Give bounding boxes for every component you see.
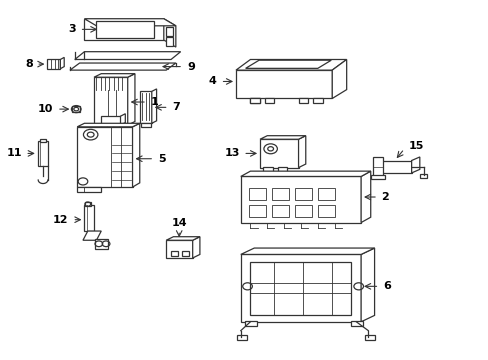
Polygon shape — [83, 231, 101, 240]
Polygon shape — [377, 161, 411, 173]
Polygon shape — [372, 157, 382, 176]
Bar — [364, 335, 374, 339]
Polygon shape — [127, 74, 135, 125]
Polygon shape — [240, 176, 360, 222]
Polygon shape — [140, 91, 151, 123]
Bar — [171, 251, 178, 256]
Text: 10: 10 — [38, 104, 53, 114]
Bar — [271, 188, 288, 200]
Bar — [72, 106, 80, 112]
Bar — [312, 98, 322, 103]
Polygon shape — [120, 114, 125, 125]
Polygon shape — [370, 175, 385, 179]
Polygon shape — [151, 89, 156, 123]
Polygon shape — [245, 60, 330, 68]
Bar — [277, 167, 287, 172]
Bar — [101, 125, 107, 130]
Bar — [295, 188, 311, 200]
Text: 3: 3 — [68, 24, 76, 34]
Polygon shape — [192, 237, 200, 258]
Polygon shape — [132, 123, 140, 187]
Polygon shape — [260, 139, 298, 168]
Text: 9: 9 — [186, 62, 194, 72]
Polygon shape — [94, 77, 127, 125]
Bar — [113, 125, 119, 130]
Bar — [298, 98, 307, 103]
Text: 8: 8 — [25, 59, 33, 69]
Polygon shape — [240, 255, 360, 322]
Bar — [40, 139, 46, 143]
Polygon shape — [77, 127, 132, 187]
Text: 11: 11 — [6, 148, 22, 158]
Polygon shape — [411, 157, 419, 173]
Bar — [166, 37, 173, 46]
Polygon shape — [331, 59, 346, 99]
Bar — [141, 123, 150, 127]
Polygon shape — [260, 136, 305, 139]
Text: 13: 13 — [224, 148, 239, 158]
Bar — [295, 205, 311, 217]
Text: 5: 5 — [158, 154, 165, 164]
Text: 1: 1 — [150, 97, 158, 107]
Polygon shape — [163, 19, 176, 47]
Polygon shape — [166, 240, 192, 258]
Bar — [264, 98, 274, 103]
Bar — [263, 167, 272, 172]
Bar — [182, 251, 189, 256]
Polygon shape — [236, 59, 346, 70]
Polygon shape — [77, 123, 140, 127]
Polygon shape — [166, 237, 200, 240]
Text: 4: 4 — [208, 76, 216, 86]
Bar — [318, 188, 334, 200]
Bar — [237, 335, 246, 339]
Polygon shape — [250, 261, 351, 315]
Polygon shape — [94, 74, 135, 77]
Polygon shape — [77, 187, 101, 192]
Polygon shape — [240, 248, 374, 255]
Polygon shape — [95, 239, 108, 249]
Polygon shape — [360, 171, 370, 222]
Polygon shape — [298, 136, 305, 168]
Bar — [166, 27, 173, 36]
Text: 12: 12 — [53, 215, 68, 225]
Text: 14: 14 — [171, 218, 186, 228]
Text: 7: 7 — [172, 102, 180, 112]
Text: 6: 6 — [382, 281, 390, 291]
Polygon shape — [84, 205, 94, 231]
Polygon shape — [236, 70, 331, 99]
Bar — [85, 202, 90, 206]
Polygon shape — [360, 248, 374, 322]
Polygon shape — [101, 116, 120, 125]
Polygon shape — [38, 141, 48, 166]
Polygon shape — [250, 98, 260, 103]
Bar — [248, 188, 265, 200]
Bar — [271, 205, 288, 217]
Text: 2: 2 — [381, 192, 388, 202]
Text: 15: 15 — [407, 141, 423, 151]
Polygon shape — [75, 52, 180, 59]
Bar — [244, 321, 256, 326]
Polygon shape — [84, 19, 163, 40]
Bar — [350, 321, 362, 326]
Polygon shape — [84, 19, 176, 26]
Polygon shape — [70, 63, 176, 70]
Polygon shape — [240, 171, 370, 176]
Polygon shape — [47, 59, 60, 69]
Polygon shape — [60, 57, 64, 69]
Bar — [250, 98, 260, 103]
Bar — [318, 205, 334, 217]
Bar — [248, 205, 265, 217]
Bar — [96, 21, 154, 38]
Bar — [419, 174, 426, 178]
